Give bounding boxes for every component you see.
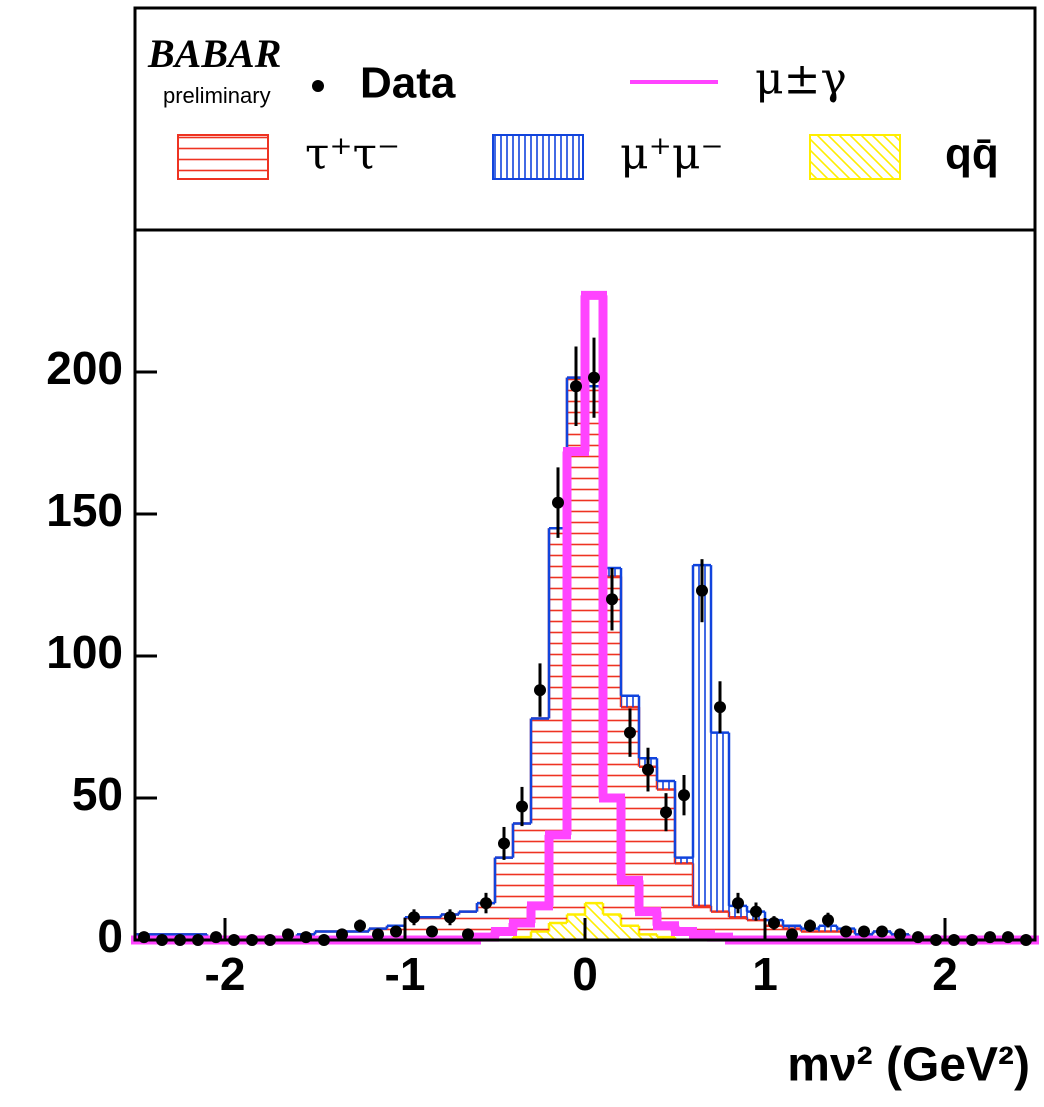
data-point	[696, 584, 708, 597]
plot-area	[131, 290, 1039, 946]
logo: BABAR	[147, 31, 281, 76]
y-tick-label: 200	[46, 342, 123, 394]
legend-marker	[809, 134, 901, 180]
bar	[675, 857, 693, 864]
data-point	[570, 380, 582, 393]
x-tick-label: 1	[752, 948, 778, 1000]
data-point	[822, 914, 834, 927]
bar	[819, 925, 837, 932]
bar	[675, 863, 693, 940]
legend-label: μ±γ	[755, 54, 847, 105]
data-point	[786, 928, 798, 941]
legend-label: μ⁺μ⁻	[620, 129, 724, 180]
data-point	[498, 837, 510, 850]
data-point	[606, 593, 618, 606]
data-point	[462, 928, 474, 941]
data-point	[534, 684, 546, 697]
legend-marker	[312, 80, 324, 92]
data-point	[480, 897, 492, 910]
data-point	[642, 763, 654, 776]
data-point	[894, 928, 906, 941]
legend-label: qq̄	[945, 130, 999, 179]
data-point	[282, 928, 294, 941]
legend: BABAR preliminary	[133, 6, 1037, 230]
data-point	[408, 911, 420, 924]
data-point	[336, 928, 348, 941]
logo-note: preliminary	[163, 83, 271, 108]
data-point	[804, 919, 816, 932]
bar	[567, 914, 585, 940]
data-point	[372, 928, 384, 941]
legend-box	[133, 6, 1037, 230]
bar	[621, 695, 639, 708]
bar	[585, 903, 603, 940]
x-tick-label: 0	[572, 948, 598, 1000]
bar	[783, 925, 801, 929]
data-point	[444, 911, 456, 924]
bar	[549, 922, 567, 940]
y-tick-label: 100	[46, 626, 123, 678]
bar	[531, 931, 549, 940]
bar	[693, 565, 711, 906]
data-point	[426, 925, 438, 938]
data-point	[354, 919, 366, 932]
bar	[405, 917, 423, 940]
x-axis-title: mν² (GeV²)	[787, 1039, 1030, 1092]
data-point	[732, 897, 744, 910]
legend-label: τ⁺τ⁻	[305, 129, 400, 180]
data-point	[840, 925, 852, 938]
legend-marker	[492, 134, 584, 180]
y-tick-label: 0	[97, 910, 123, 962]
y-tick-label: 150	[46, 484, 123, 536]
bar	[477, 903, 495, 940]
x-tick-label: -1	[385, 948, 426, 1000]
data-point	[714, 701, 726, 714]
legend-label: Data	[360, 59, 456, 108]
bar	[495, 857, 513, 940]
y-tick-label: 50	[72, 768, 123, 820]
bar	[621, 925, 639, 940]
data-point	[858, 925, 870, 938]
bar	[729, 917, 747, 940]
data-point	[876, 925, 888, 938]
x-tick-label: -2	[205, 948, 246, 1000]
data-point	[768, 916, 780, 929]
data-point	[624, 726, 636, 739]
data-point	[678, 789, 690, 802]
bar	[657, 780, 675, 790]
data-point	[516, 800, 528, 813]
bar	[603, 914, 621, 940]
legend-marker	[177, 134, 269, 180]
x-tick-label: 2	[932, 948, 958, 1000]
bar	[747, 920, 765, 940]
data-point	[390, 925, 402, 938]
bar	[711, 732, 729, 912]
bar	[639, 934, 657, 940]
data-point	[552, 496, 564, 509]
bar	[657, 789, 675, 938]
data-point	[660, 806, 672, 819]
data-point	[588, 371, 600, 384]
data-point	[750, 905, 762, 918]
